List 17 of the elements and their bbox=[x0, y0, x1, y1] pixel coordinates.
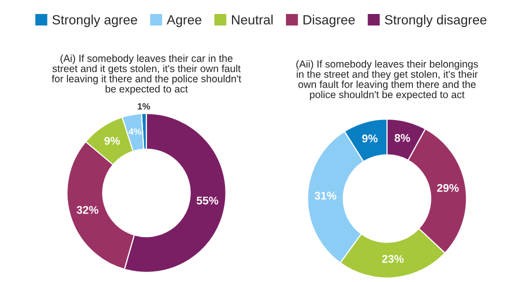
data-label: 9% bbox=[362, 134, 378, 142]
legend-label: Agree bbox=[166, 15, 202, 28]
text: (Ai) If somebody leaves their car in the street and it gets stolen, it's their own fault for leaving it there and the police shouldn't be expected to act bbox=[52, 54, 242, 95]
legend-label: Strongly disagree bbox=[384, 14, 486, 28]
legend-label: Disagree bbox=[304, 14, 355, 28]
data-label: 4% bbox=[128, 128, 142, 135]
legend-label: Strongly agree bbox=[52, 14, 138, 28]
data-label: 55% bbox=[196, 196, 218, 204]
data-label: 8% bbox=[394, 134, 410, 142]
data-label: 23% bbox=[382, 254, 404, 263]
legend-label: Neutral bbox=[232, 14, 273, 24]
data-label: 32% bbox=[76, 206, 98, 214]
chart-title: (Aii) If somebody leaves their belongings in the street and they get stolen, it's their own fault for leaving them there and the police shouldn't be expected to act bbox=[296, 60, 478, 100]
data-label: 9% bbox=[104, 136, 120, 145]
data-label: 31% bbox=[314, 192, 336, 200]
data-label: 1% bbox=[138, 103, 150, 110]
data-label: 29% bbox=[437, 184, 459, 192]
